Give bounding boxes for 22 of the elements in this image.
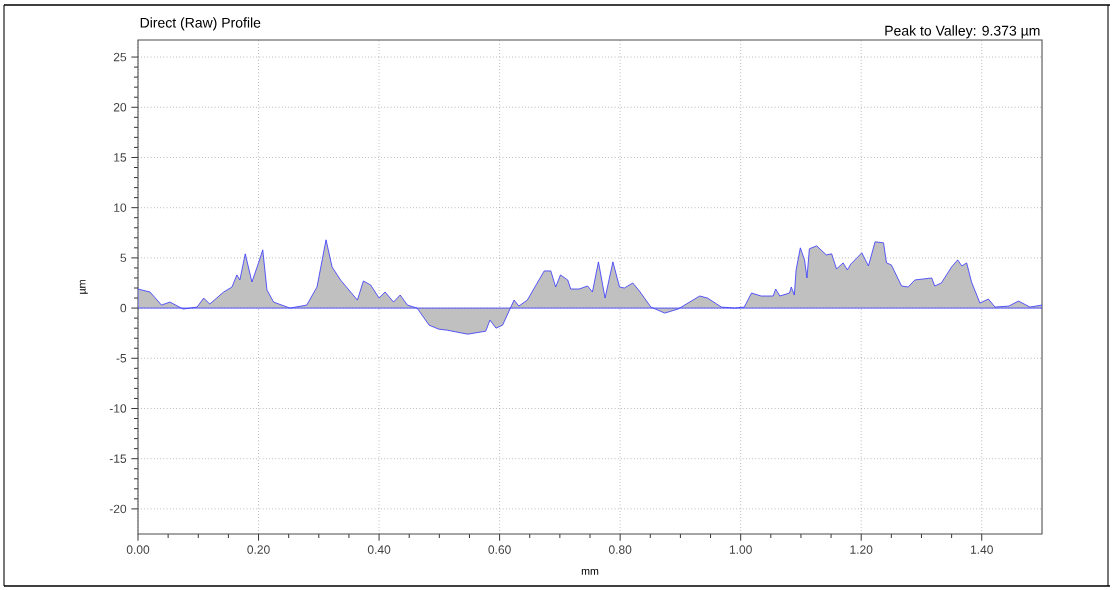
x-tick-label: 0.20 [247,545,270,554]
y-tick-label: 25 [113,52,127,62]
x-tick-label: 0.00 [126,545,150,554]
x-tick-label: 0.40 [367,545,391,554]
y-tick-label: 10 [114,203,127,212]
y-tick-label: -5 [116,354,127,363]
x-axis-title: mm [581,568,599,575]
x-tick-label: 0.60 [488,545,511,554]
y-tick-label: -15 [109,454,127,463]
y-tick-label: 0 [120,303,127,313]
x-tick-label: 1.00 [729,545,752,554]
x-tick-label: 1.40 [970,545,993,554]
y-tick-label: 20 [113,103,127,112]
y-tick-label: 5 [120,253,127,263]
x-tick-label: 1.20 [850,545,873,554]
chart-title: Direct (Raw) Profile [140,17,261,31]
text: Peak to Valley: 9.373 µm [885,25,1040,39]
y-tick-label: -10 [109,404,127,413]
y-tick-label: 15 [114,153,127,162]
y-tick-label: -20 [109,504,127,514]
y-axis-title: µm [79,280,88,294]
x-tick-label: 0.80 [608,545,632,554]
